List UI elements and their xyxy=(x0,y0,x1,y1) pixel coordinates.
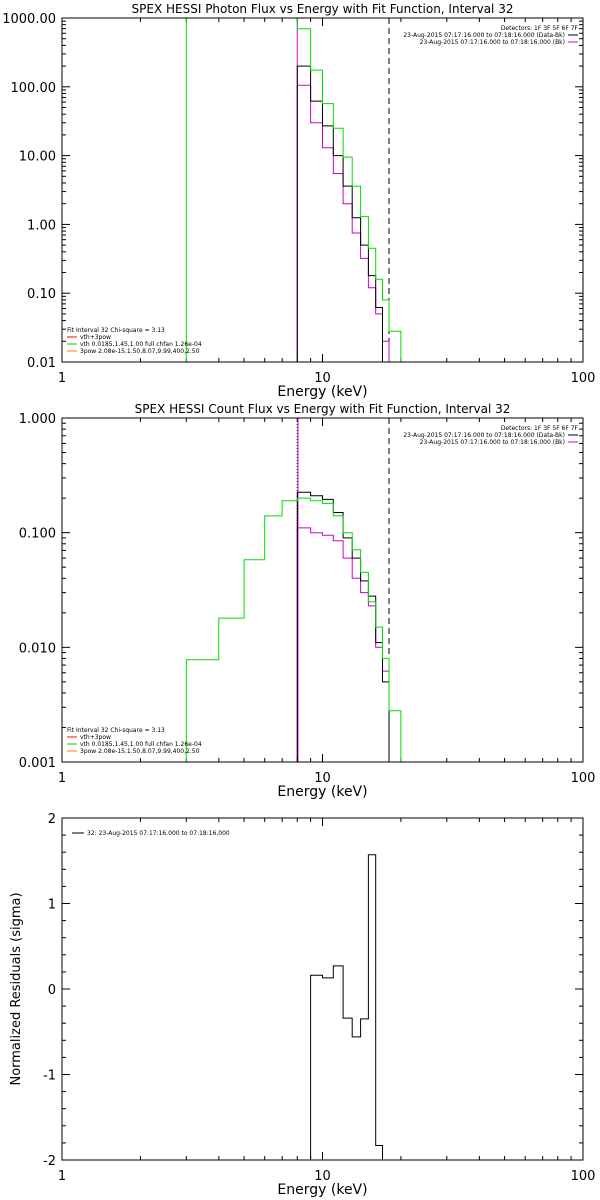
x-tick-label: 100 xyxy=(571,771,596,786)
y-tick-label: 1.000 xyxy=(19,412,56,427)
x-axis-label: Energy (keV) xyxy=(277,784,367,800)
legend-entry-left: 3pow 2.08e-15,1.50,8.07,9.99,400,2.50 xyxy=(80,348,200,355)
x-tick-label: 1 xyxy=(58,771,66,786)
series-fit-histogram xyxy=(186,498,411,767)
plot-frame xyxy=(62,818,583,1160)
legend-entry-right: 23-Aug-2015 07:17:16.000 to 07:18:16.000… xyxy=(420,439,565,446)
legend-entry-right: 23-Aug-2015 07:17:16.000 to 07:18:16.000… xyxy=(403,32,565,39)
series-data-histogram xyxy=(297,855,389,1200)
y-tick-label: 0.100 xyxy=(19,527,56,542)
x-axis-label: Energy (keV) xyxy=(277,1182,367,1198)
legend-entry-left: Fit Interval 32 Chi-square = 3.13 xyxy=(67,727,165,734)
plot-frame xyxy=(62,418,583,762)
y-tick-label: 1000.00 xyxy=(2,12,56,27)
y-tick-label: 0.010 xyxy=(19,641,56,656)
y-tick-label: 0.10 xyxy=(27,287,56,302)
plot-area xyxy=(186,0,411,367)
x-tick-label: 1 xyxy=(58,371,66,386)
y-tick-label: 1.00 xyxy=(27,218,56,233)
legend-entry-left: vth+3pow xyxy=(80,734,111,741)
y-tick-label: -1 xyxy=(43,1069,56,1084)
chart-title: SPEX HESSI Count Flux vs Energy with Fit… xyxy=(135,402,511,416)
y-axis-label: Normalized Residuals (sigma) xyxy=(9,892,24,1085)
chart-panel-1: SPEX HESSI Photon Flux vs Energy with Fi… xyxy=(2,0,595,400)
y-tick-label: 1 xyxy=(48,898,56,913)
chart-panel-2: SPEX HESSI Count Flux vs Energy with Fit… xyxy=(19,402,596,800)
legend-entry-right: 23-Aug-2015 07:17:16.000 to 07:18:16.000… xyxy=(403,432,565,439)
y-tick-label: 10.00 xyxy=(19,150,56,165)
legend-entry-left: Fit Interval 32 Chi-square = 3.13 xyxy=(67,327,165,334)
legend-entry-left: vth 0.0185,1.45,1.00 full chfan 1.26e-04 xyxy=(80,341,202,348)
plot-area xyxy=(186,418,411,767)
legend-entry-left: vth 0.0185,1.45,1.00 full chfan 1.26e-04 xyxy=(80,741,202,748)
legend-entry-left: 32: 23-Aug-2015 07:17:16.000 to 07:18:16… xyxy=(87,830,230,837)
chart-title: SPEX HESSI Photon Flux vs Energy with Fi… xyxy=(132,2,514,16)
y-tick-label: -2 xyxy=(43,1154,56,1169)
series-bk-histogram xyxy=(297,528,389,767)
x-tick-label: 1 xyxy=(58,1169,66,1184)
series-bk-histogram xyxy=(297,85,389,367)
legend-entry-right: Detectors: 1F 3F 5F 6F 7F xyxy=(501,25,579,32)
y-tick-label: 0.01 xyxy=(27,356,56,371)
legend-entry-left: vth+3pow xyxy=(80,334,111,341)
x-tick-label: 100 xyxy=(571,1169,596,1184)
y-tick-label: 2 xyxy=(48,812,56,827)
legend-entry-left: 3pow 2.08e-15,1.50,8.07,9.99,400,2.50 xyxy=(80,748,200,755)
series-data-histogram xyxy=(297,492,389,767)
y-tick-label: 0.001 xyxy=(19,756,56,771)
legend-entry-right: 23-Aug-2015 07:17:16.000 to 07:18:16.000… xyxy=(420,39,565,46)
legend-entry-right: Detectors: 1F 3F 5F 6F 7F xyxy=(501,425,579,432)
plot-area xyxy=(297,855,389,1200)
x-axis-label: Energy (keV) xyxy=(277,384,367,400)
series-fit-histogram xyxy=(186,0,411,367)
y-tick-label: 0 xyxy=(48,983,56,998)
x-tick-label: 100 xyxy=(571,371,596,386)
y-tick-label: 100.00 xyxy=(11,81,57,96)
